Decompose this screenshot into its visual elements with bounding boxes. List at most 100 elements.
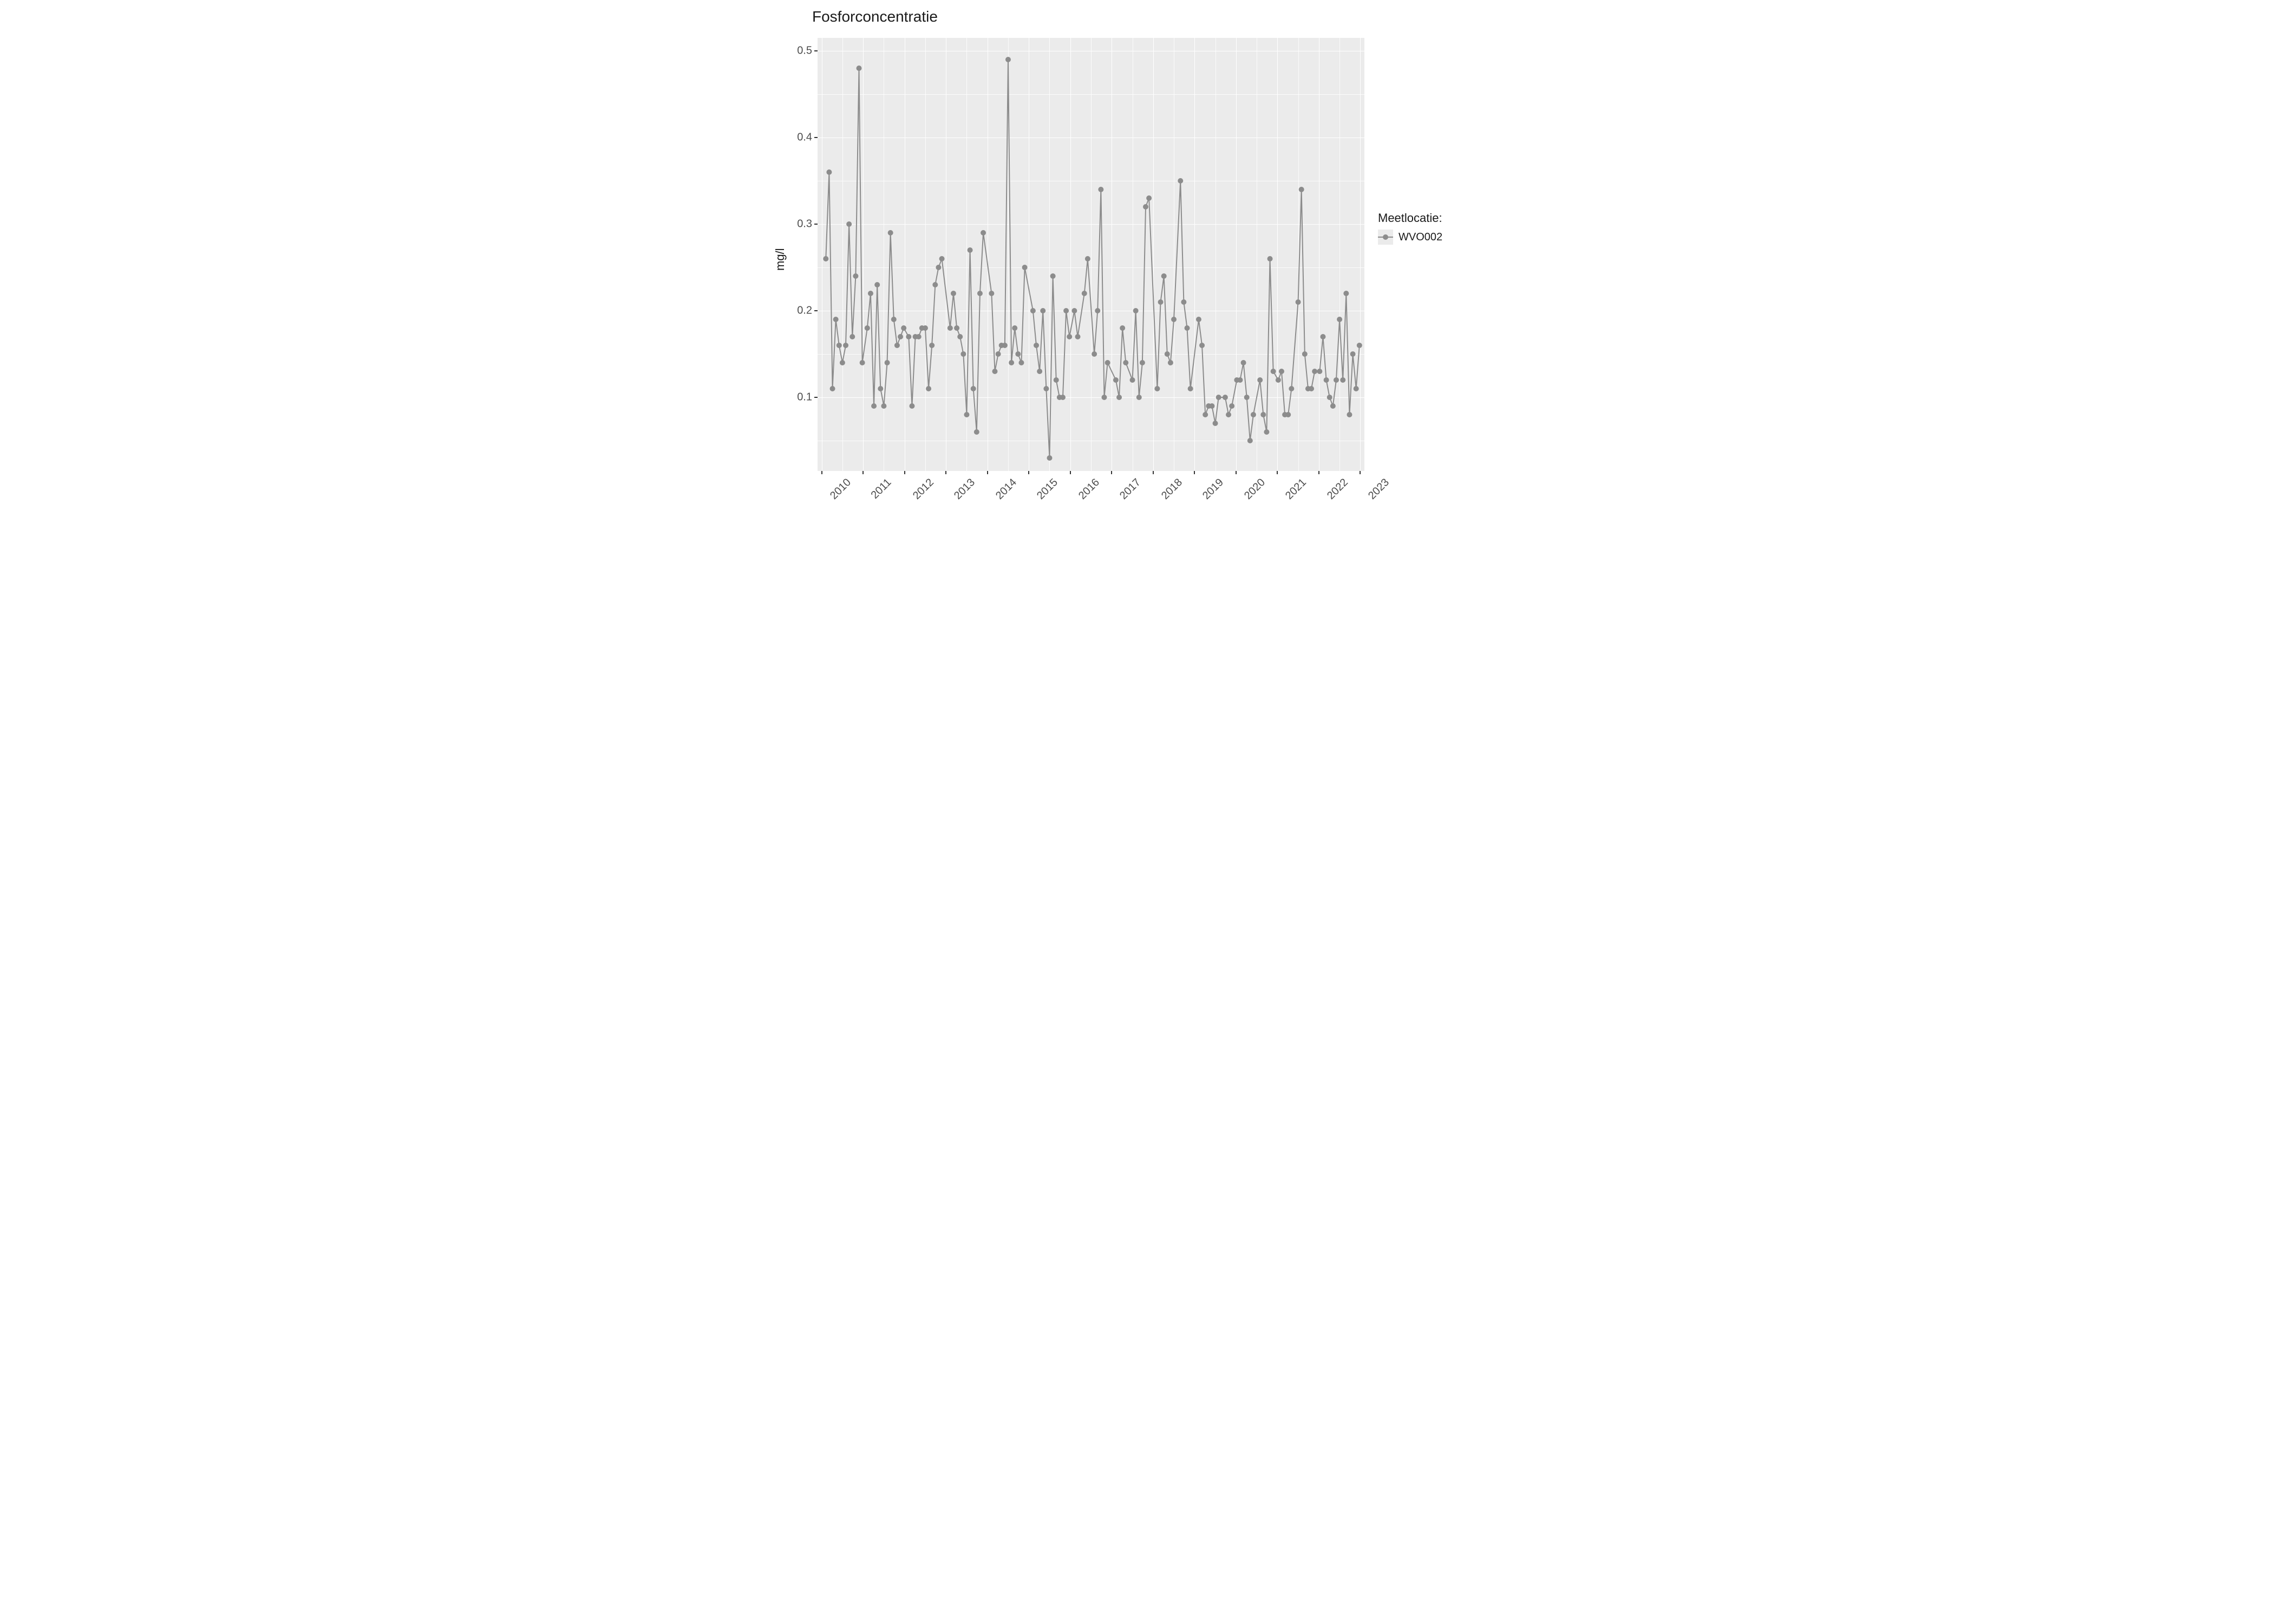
x-tick-label: 2017 — [1118, 476, 1143, 502]
x-tick-mark — [1318, 471, 1319, 474]
y-tick-label: 0.3 — [797, 218, 818, 231]
data-point — [1185, 325, 1190, 331]
x-tick-mark — [821, 471, 822, 474]
data-point — [1113, 377, 1119, 383]
data-point — [1324, 377, 1329, 383]
data-point — [954, 325, 959, 331]
legend-key-icon — [1378, 230, 1393, 245]
data-point — [1040, 308, 1045, 313]
data-point — [850, 334, 855, 339]
data-point — [1130, 377, 1135, 383]
plot-panel: 2010201120122013201420152016201720182019… — [818, 38, 1364, 471]
data-point — [923, 325, 928, 331]
data-point — [901, 325, 906, 331]
data-point — [1140, 360, 1145, 365]
data-point — [909, 403, 914, 409]
x-tick-mark — [1028, 471, 1029, 474]
data-point — [830, 386, 835, 391]
data-point — [992, 369, 997, 374]
legend: Meetlocatie: WVO002 — [1378, 211, 1442, 245]
data-point — [1161, 273, 1167, 279]
y-tick-label: 0.2 — [797, 305, 818, 317]
x-tick-label: 2010 — [828, 476, 854, 502]
x-tick-label: 2013 — [952, 476, 978, 502]
x-tick-mark — [1070, 471, 1071, 474]
data-point — [1317, 369, 1322, 374]
data-point — [1302, 351, 1308, 357]
data-point — [1165, 351, 1170, 357]
data-point — [865, 325, 870, 331]
data-point — [1034, 343, 1039, 348]
data-point — [971, 386, 976, 391]
x-tick-mark — [1236, 471, 1237, 474]
data-point — [1098, 187, 1103, 192]
data-point — [1199, 343, 1205, 348]
data-point — [951, 291, 956, 296]
data-point — [1030, 308, 1036, 313]
data-point — [1296, 299, 1301, 305]
x-tick-mark — [862, 471, 864, 474]
data-point — [1299, 187, 1304, 192]
x-tick-label: 2011 — [869, 476, 894, 502]
data-point — [1116, 395, 1122, 400]
data-point — [894, 343, 900, 348]
x-tick-mark — [945, 471, 946, 474]
data-point — [1203, 412, 1208, 417]
data-point — [936, 265, 941, 270]
data-point — [1188, 386, 1193, 391]
data-point — [823, 256, 828, 261]
x-tick-mark — [904, 471, 905, 474]
data-point — [1015, 351, 1021, 357]
data-point — [1247, 438, 1253, 443]
data-point — [1229, 403, 1234, 409]
data-point — [1071, 308, 1077, 313]
data-point — [891, 317, 897, 322]
series-line — [826, 60, 1360, 458]
data-point — [1181, 299, 1186, 305]
data-point — [1136, 395, 1142, 400]
data-point — [968, 247, 973, 253]
data-point — [1350, 351, 1356, 357]
data-point — [1260, 412, 1266, 417]
data-point — [874, 282, 880, 287]
data-point — [846, 221, 852, 227]
data-point — [857, 66, 862, 71]
data-point — [1340, 377, 1345, 383]
x-tick-mark — [1111, 471, 1112, 474]
data-point — [977, 291, 983, 296]
x-tick-label: 2016 — [1076, 476, 1102, 502]
x-tick-mark — [1360, 471, 1361, 474]
data-point — [1050, 273, 1056, 279]
data-point — [1289, 386, 1294, 391]
data-point — [888, 230, 893, 235]
data-point — [898, 334, 903, 339]
data-point — [932, 282, 938, 287]
data-point — [1063, 308, 1069, 313]
data-point — [1330, 403, 1336, 409]
data-point — [1241, 360, 1246, 365]
data-point — [1178, 178, 1183, 184]
data-point — [840, 360, 845, 365]
data-point — [1327, 395, 1332, 400]
y-axis-label: mg/l — [773, 248, 787, 271]
y-tick-label: 0.4 — [797, 132, 818, 144]
data-point — [957, 334, 963, 339]
x-tick-mark — [987, 471, 988, 474]
data-point — [1237, 377, 1243, 383]
data-point — [1120, 325, 1125, 331]
x-tick-mark — [1153, 471, 1154, 474]
data-point — [837, 343, 842, 348]
data-point — [1196, 317, 1201, 322]
data-point — [1168, 360, 1173, 365]
data-point — [853, 273, 858, 279]
data-point — [906, 334, 911, 339]
x-tick-label: 2014 — [994, 476, 1020, 502]
y-tick-label: 0.1 — [797, 391, 818, 404]
data-point — [1095, 308, 1100, 313]
data-point — [1334, 377, 1339, 383]
data-point — [881, 403, 886, 409]
data-point — [1357, 343, 1362, 348]
data-point — [871, 403, 877, 409]
data-point — [1216, 395, 1221, 400]
data-point — [929, 343, 935, 348]
